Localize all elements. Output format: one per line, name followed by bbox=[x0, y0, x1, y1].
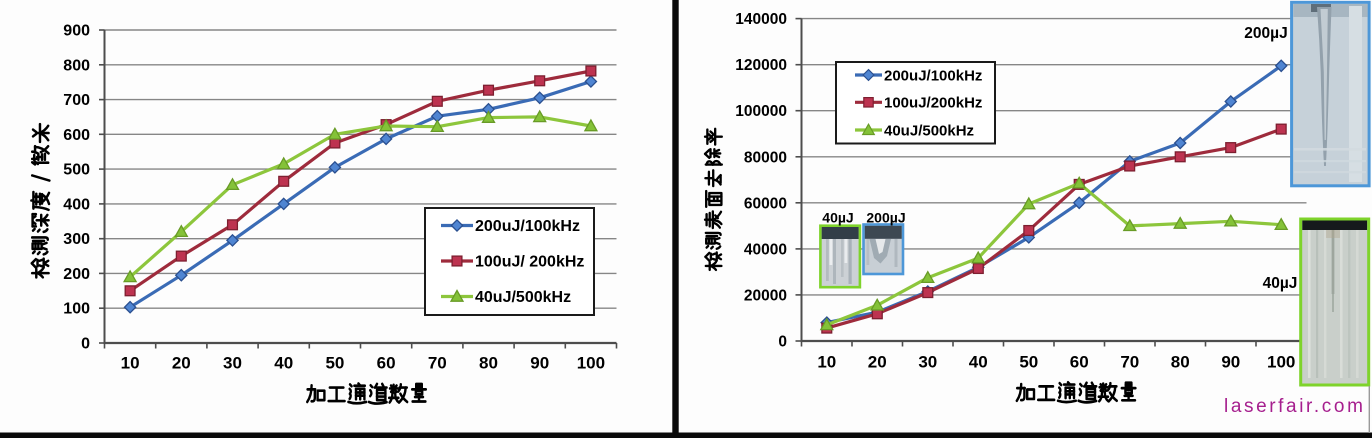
svg-text:200µJ: 200µJ bbox=[1244, 25, 1287, 42]
svg-text:40: 40 bbox=[274, 354, 293, 373]
svg-text:700: 700 bbox=[63, 92, 90, 109]
svg-text:10: 10 bbox=[121, 354, 140, 373]
svg-text:100uJ/ 200kHz: 100uJ/ 200kHz bbox=[475, 254, 584, 271]
svg-text:70: 70 bbox=[428, 354, 447, 373]
svg-text:200µJ: 200µJ bbox=[866, 210, 905, 226]
svg-text:20: 20 bbox=[172, 354, 191, 373]
svg-text:100000: 100000 bbox=[735, 103, 787, 120]
svg-text:90: 90 bbox=[530, 354, 549, 373]
svg-text:140000: 140000 bbox=[735, 11, 787, 28]
svg-text:10: 10 bbox=[817, 353, 836, 372]
svg-text:30: 30 bbox=[223, 354, 242, 373]
svg-text:80: 80 bbox=[479, 354, 498, 373]
svg-text:20000: 20000 bbox=[744, 287, 787, 304]
svg-text:200: 200 bbox=[63, 266, 90, 283]
svg-text:600: 600 bbox=[63, 127, 90, 144]
svg-text:100: 100 bbox=[1267, 353, 1295, 372]
svg-text:200uJ/100kHz: 200uJ/100kHz bbox=[884, 67, 982, 84]
svg-text:30: 30 bbox=[918, 353, 937, 372]
svg-text:40uJ/500kHz: 40uJ/500kHz bbox=[475, 289, 571, 306]
svg-text:300: 300 bbox=[63, 231, 90, 248]
svg-text:40µJ: 40µJ bbox=[1263, 275, 1298, 292]
svg-text:100uJ/200kHz: 100uJ/200kHz bbox=[884, 95, 982, 112]
svg-text:20: 20 bbox=[868, 353, 887, 372]
svg-text:60000: 60000 bbox=[744, 195, 787, 212]
svg-text:400: 400 bbox=[63, 196, 90, 213]
svg-text:60: 60 bbox=[377, 354, 396, 373]
svg-text:120000: 120000 bbox=[735, 57, 787, 74]
svg-text:90: 90 bbox=[1221, 353, 1240, 372]
svg-text:800: 800 bbox=[63, 57, 90, 74]
svg-text:80: 80 bbox=[1171, 353, 1190, 372]
svg-text:100: 100 bbox=[63, 301, 90, 318]
svg-text:40000: 40000 bbox=[744, 241, 787, 258]
svg-text:80000: 80000 bbox=[744, 149, 787, 166]
svg-text:40uJ/500kHz: 40uJ/500kHz bbox=[884, 122, 974, 139]
svg-text:50: 50 bbox=[325, 354, 344, 373]
svg-text:40µJ: 40µJ bbox=[822, 210, 853, 226]
svg-text:0: 0 bbox=[778, 334, 787, 351]
svg-text:70: 70 bbox=[1120, 353, 1139, 372]
svg-text:500: 500 bbox=[63, 162, 90, 179]
svg-text:40: 40 bbox=[969, 353, 988, 372]
svg-text:900: 900 bbox=[63, 23, 90, 40]
svg-text:100: 100 bbox=[577, 354, 605, 373]
svg-text:60: 60 bbox=[1070, 353, 1089, 372]
svg-text:200uJ/100kHz: 200uJ/100kHz bbox=[475, 218, 580, 235]
svg-text:laserfair.com: laserfair.com bbox=[1224, 396, 1366, 417]
svg-text:0: 0 bbox=[81, 336, 90, 353]
svg-text:50: 50 bbox=[1019, 353, 1038, 372]
